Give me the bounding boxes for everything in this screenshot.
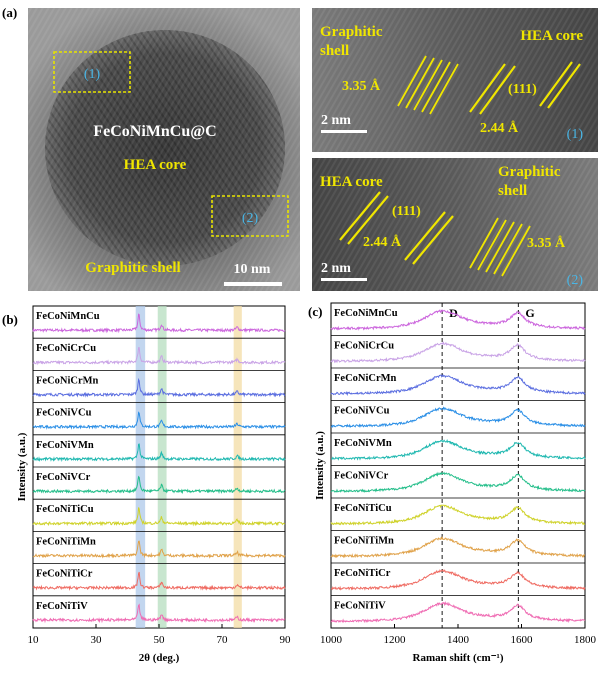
series-line-FeCoNiCrCu (32, 347, 286, 366)
inset1-core-label: HEA core (520, 28, 583, 44)
hrtem-inset-2: HEA core (111) Graphitic shell 2.44 Å 3.… (312, 158, 598, 291)
series-label-FeCoNiVCu: FeCoNiVCu (334, 406, 390, 417)
series-label-FeCoNiVCr: FeCoNiVCr (36, 472, 91, 483)
series-label-FeCoNiMnCu: FeCoNiMnCu (36, 311, 100, 322)
inset2-scale-label: 2 nm (321, 261, 351, 276)
series-line-FeCoNiVMn (331, 438, 586, 461)
inset1-plane-label: (111) (508, 82, 537, 97)
panel-b-label: (b) (2, 312, 18, 327)
y-axis-label: Intensity (a.u.) (16, 432, 28, 501)
series-label-FeCoNiMnCu: FeCoNiMnCu (334, 308, 398, 319)
series-line-FeCoNiTiV (32, 603, 286, 624)
x-tick-label: 70 (217, 634, 229, 646)
series-label-FeCoNiTiCr: FeCoNiTiCr (334, 568, 391, 579)
x-tick-label: 1600 (511, 634, 534, 646)
series-label-FeCoNiVCu: FeCoNiVCu (36, 408, 92, 419)
x-tick-label: 10 (28, 634, 40, 646)
x-tick-label: 1000 (320, 634, 343, 646)
series-label-FeCoNiCrMn: FeCoNiCrMn (334, 373, 397, 384)
series-line-FeCoNiCrCu (330, 341, 586, 364)
inset1-shell-label-line2: shell (320, 43, 349, 59)
roi-box-1 (53, 51, 131, 93)
series-label-FeCoNiVMn: FeCoNiVMn (36, 440, 94, 451)
series-label-FeCoNiTiCr: FeCoNiTiCr (36, 569, 93, 580)
series-label-FeCoNiVMn: FeCoNiVMn (334, 438, 392, 449)
inset1-scale-bar (321, 130, 367, 133)
series-label-FeCoNiTiMn: FeCoNiTiMn (36, 536, 96, 547)
series-line-FeCoNiCrMn (330, 373, 586, 397)
inset1-index: (1) (567, 127, 584, 142)
inset2-index: (2) (567, 273, 584, 288)
roi-label-2: (2) (242, 211, 259, 226)
series-label-FeCoNiTiV: FeCoNiTiV (334, 601, 386, 612)
inset2-plane-label: (111) (392, 204, 421, 219)
x-tick-label: 50 (154, 634, 166, 646)
tem-main-image: (1) (2) FeCoNiMnCu@C HEA core Graphitic … (28, 8, 300, 291)
x-tick-label: 1800 (574, 634, 597, 646)
series-label-FeCoNiCrCu: FeCoNiCrCu (334, 341, 394, 352)
sample-label: FeCoNiMnCu@C (93, 123, 216, 140)
hrtem-inset-1: Graphitic shell HEA core 3.35 Å (111) 2.… (312, 8, 598, 152)
series-label-FeCoNiTiV: FeCoNiTiV (36, 601, 88, 612)
roi-label-1: (1) (84, 67, 101, 82)
series-label-FeCoNiCrMn: FeCoNiCrMn (36, 375, 99, 386)
graphitic-shell-label: Graphitic shell (85, 260, 180, 276)
inset1-shell-dspacing: 3.35 Å (342, 78, 381, 94)
x-tick-label: 1200 (384, 634, 407, 646)
inset1-shell-label-line1: Graphitic (320, 24, 383, 40)
inset2-shell-label-line1: Graphitic (498, 164, 561, 180)
inset2-core-label: HEA core (320, 174, 383, 190)
x-axis-label: 2θ (deg.) (139, 652, 180, 664)
inset1-core-fringe-lines (469, 61, 581, 115)
series-line-FeCoNiVMn (32, 443, 286, 463)
x-axis-label: Raman shift (cm⁻¹) (413, 652, 504, 664)
series-line-FeCoNiTiMn (330, 536, 586, 559)
series-line-FeCoNiTiCu (330, 504, 586, 526)
series-line-FeCoNiTiCr (330, 569, 586, 591)
series-label-FeCoNiTiCu: FeCoNiTiCu (36, 504, 94, 515)
band-label-G: G (525, 306, 534, 320)
series-line-FeCoNiTiV (330, 601, 586, 624)
y-axis-label: Intensity (a.u.) (314, 431, 326, 500)
inset2-scale-bar (321, 278, 367, 281)
series-label-FeCoNiCrCu: FeCoNiCrCu (36, 343, 96, 354)
raman-chart: D GFeCoNiMnCuFeCoNiCrCuFeCoNiCrMnFeCoNiVC… (314, 302, 597, 664)
scale-bar (224, 282, 282, 286)
series-line-FeCoNiVCr (32, 475, 286, 495)
x-tick-label: 30 (91, 634, 103, 646)
series-line-FeCoNiCrMn (32, 377, 286, 398)
hea-core-label: HEA core (124, 157, 187, 173)
inset2-core-fringe-lines (339, 191, 454, 265)
series-label-FeCoNiVCr: FeCoNiVCr (334, 471, 389, 482)
series-line-FeCoNiTiCr (32, 571, 286, 591)
inset2-core-dspacing: 2.44 Å (363, 234, 402, 250)
series-line-FeCoNiVCu (330, 406, 586, 429)
panel-a-label: (a) (2, 5, 17, 20)
x-tick-label: 90 (280, 634, 292, 646)
inset1-scale-label: 2 nm (321, 113, 351, 128)
series-label-FeCoNiTiMn: FeCoNiTiMn (334, 536, 394, 547)
roi-box-2 (211, 195, 289, 237)
scale-bar-label: 10 nm (234, 262, 271, 277)
series-line-FeCoNiTiCu (32, 507, 286, 527)
xrd-chart: FeCoNiMnCu FeCoNiCrCu FeCoNiCrMn FeCoNiVCu F… (16, 305, 292, 664)
panel-c-label: (c) (308, 304, 322, 319)
inset1-core-dspacing: 2.44 Å (480, 120, 519, 136)
series-line-FeCoNiVCr (330, 471, 586, 493)
inset1-shell-fringe-lines (397, 55, 459, 115)
series-line-FeCoNiVCu (32, 411, 286, 430)
x-tick-label: 1400 (447, 634, 470, 646)
inset2-shell-fringe-lines (469, 217, 531, 277)
series-line-FeCoNiTiMn (32, 540, 286, 559)
inset2-shell-dspacing: 3.35 Å (527, 235, 566, 251)
series-line-FeCoNiMnCu (330, 309, 586, 331)
inset2-shell-label-line2: shell (498, 183, 527, 199)
series-label-FeCoNiTiCu: FeCoNiTiCu (334, 503, 392, 514)
series-line-FeCoNiMnCu (32, 313, 286, 334)
